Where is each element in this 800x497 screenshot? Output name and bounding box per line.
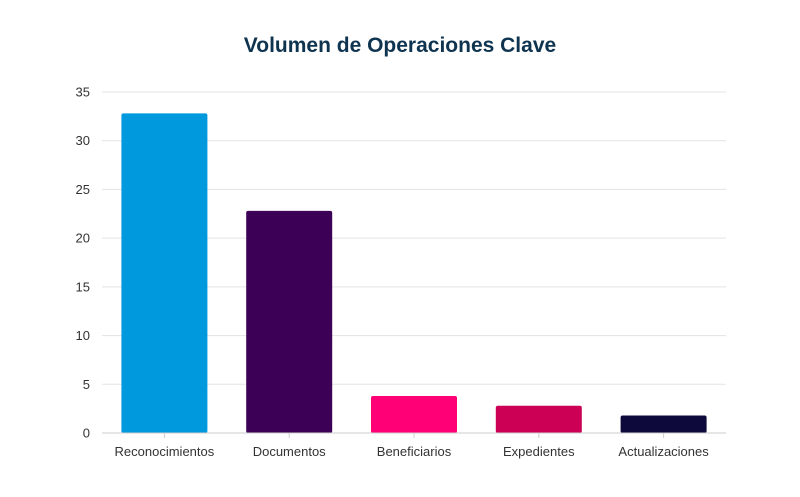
x-tick-label: Documentos — [253, 444, 326, 459]
y-tick-label: 25 — [76, 182, 90, 197]
bar-reconocimientos — [121, 113, 208, 433]
bar-beneficiarios — [371, 395, 457, 433]
x-tick-label: Beneficiarios — [377, 444, 452, 459]
bar-documentos — [246, 210, 333, 433]
y-tick-label: 5 — [83, 377, 90, 392]
y-axis: 0 5 10 15 20 25 30 35 — [76, 85, 90, 441]
x-tick-label: Actualizaciones — [618, 444, 709, 459]
x-axis: Reconocimientos Documentos Beneficiarios Ex… — [102, 432, 726, 459]
x-tick-label: Expedientes — [503, 444, 575, 459]
bar-expedientes — [495, 405, 582, 433]
bars — [121, 113, 707, 433]
y-tick-label: 30 — [76, 133, 90, 148]
y-tick-label: 15 — [76, 279, 90, 294]
chart-title: Volumen de Operaciones Clave — [243, 34, 557, 57]
x-tick-label: Reconocimientos — [115, 444, 215, 459]
grid-lines — [102, 91, 726, 385]
y-tick-label: 20 — [76, 231, 90, 246]
y-tick-label: 10 — [76, 328, 90, 343]
y-tick-label: 35 — [76, 85, 90, 100]
bar-actualizaciones — [620, 415, 707, 433]
y-tick-label: 0 — [83, 426, 90, 441]
